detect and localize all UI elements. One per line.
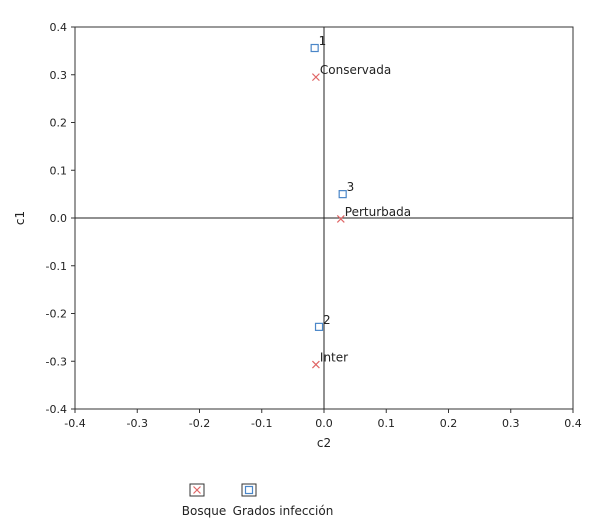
data-point-square (338, 190, 347, 199)
x-axis-title: c2 (317, 436, 331, 450)
y-tick-label: 0.0 (50, 212, 68, 225)
legend-x-marker (193, 486, 201, 494)
x-tick-label: -0.1 (251, 417, 272, 430)
legend: Bosque Grados infección (182, 483, 334, 518)
point-label: 1 (319, 34, 327, 48)
y-tick-label: -0.1 (46, 260, 67, 273)
y-axis-title: c1 (13, 211, 27, 225)
data-point-square (310, 43, 319, 53)
x-tick-label: 0.4 (564, 417, 582, 430)
y-tick-label: -0.4 (46, 403, 67, 416)
point-label: Inter (320, 351, 348, 365)
point-label: 2 (323, 313, 331, 327)
legend-square-marker (244, 485, 254, 495)
legend-label: Grados infección (233, 504, 334, 518)
y-tick-label: -0.3 (46, 355, 67, 368)
point-label: 3 (347, 180, 355, 194)
x-axis-ticks: -0.4 -0.3 -0.2 -0.1 0.0 0.1 0.2 0.3 0.4 (64, 409, 582, 430)
y-tick-label: -0.2 (46, 308, 67, 321)
x-tick-label: -0.3 (127, 417, 148, 430)
x-tick-label: 0.0 (315, 417, 333, 430)
data-point-x (311, 73, 320, 82)
legend-item: Bosque (182, 483, 226, 518)
legend-swatch (241, 483, 257, 497)
x-tick-label: 0.3 (502, 417, 520, 430)
point-label: Perturbada (345, 205, 411, 219)
x-tick-label: 0.1 (378, 417, 396, 430)
data-point-x (311, 360, 320, 369)
y-tick-label: 0.3 (50, 69, 68, 82)
data-point-square (314, 322, 324, 331)
y-tick-label: 0.4 (50, 21, 68, 34)
y-tick-label: 0.2 (50, 117, 68, 130)
y-tick-label: 0.1 (50, 164, 68, 177)
legend-item: Grados infección (233, 483, 334, 518)
x-tick-label: -0.4 (64, 417, 85, 430)
legend-swatch (189, 483, 205, 497)
point-label: Conservada (320, 63, 391, 77)
data-points: Conservada Perturbada Inter 1 3 2 (310, 34, 411, 369)
data-point-x (336, 215, 345, 223)
x-tick-label: 0.2 (440, 417, 458, 430)
legend-label: Bosque (182, 504, 226, 518)
y-axis-ticks: -0.4 -0.3 -0.2 -0.1 0.0 0.1 0.2 0.3 0.4 (46, 21, 75, 416)
x-tick-label: -0.2 (189, 417, 210, 430)
